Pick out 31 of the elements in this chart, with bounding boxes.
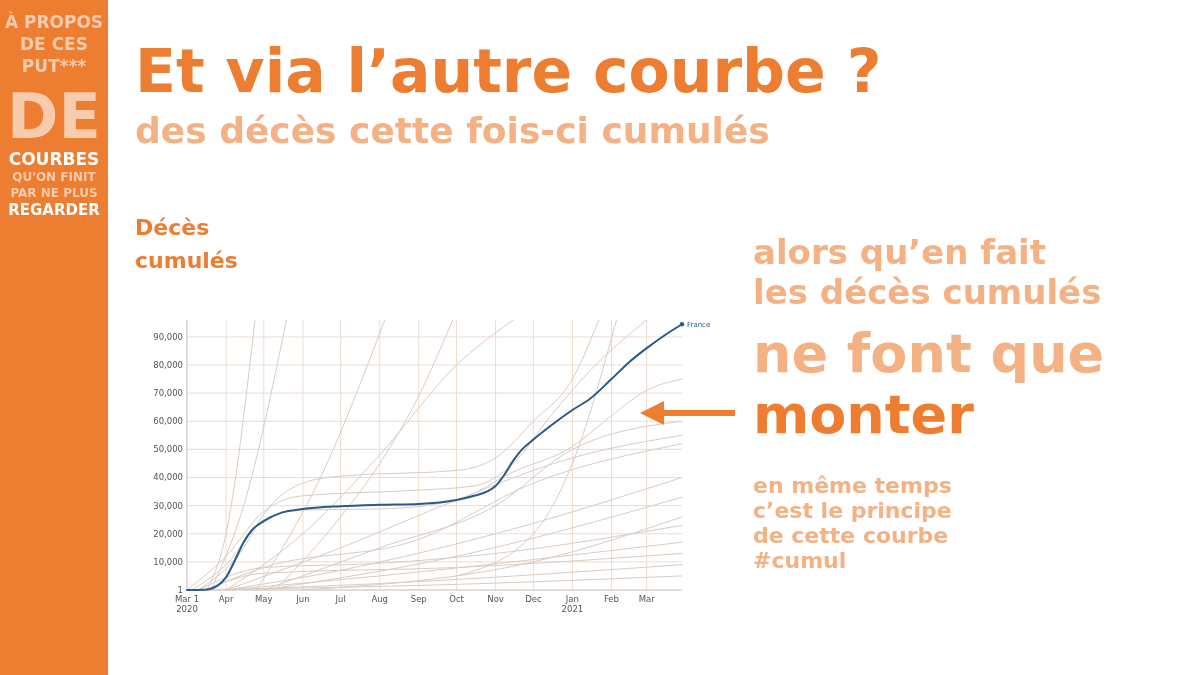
- x-tick-label: Apr: [218, 594, 234, 604]
- text: alors qu’en fait les décès cumulés: [753, 232, 1102, 312]
- y-tick-label: 60,000: [153, 416, 183, 427]
- chart-title: Et via l’autre courbe ?: [135, 36, 882, 106]
- y-axis-title: Décès cumulés: [135, 215, 238, 273]
- y-tick-label: 30,000: [153, 500, 183, 511]
- y-tick-label: 80,000: [153, 359, 183, 370]
- x-tick-label: Jul: [334, 594, 346, 604]
- x-tick-label: Sep: [410, 594, 427, 604]
- x-tick-label: Aug: [371, 594, 389, 604]
- x-tick-label: Mar: [638, 594, 656, 604]
- x-tick-label: May: [255, 594, 273, 604]
- x-tick-label: Jun: [295, 594, 310, 604]
- y-tick-label: 10,000: [153, 556, 183, 567]
- x-tick-label: Oct: [449, 594, 465, 604]
- y-tick-label: 50,000: [153, 444, 183, 455]
- x-tick-label: Nov: [487, 594, 504, 604]
- chart-subtitle: des décès cette fois-ci cumulés: [135, 110, 770, 151]
- text: ne font que: [753, 322, 1105, 385]
- text: monter: [753, 383, 975, 446]
- y-tick-label: 1: [177, 584, 183, 595]
- y-tick-label: 90,000: [153, 331, 183, 342]
- x-tick-label: Jan 2021: [561, 594, 584, 614]
- y-tick-label: 70,000: [153, 388, 183, 399]
- text: en même temps c’est le principe de cette courbe #cumul: [753, 473, 952, 573]
- x-tick-label: Feb: [603, 594, 619, 604]
- x-tick-label: Dec: [525, 594, 542, 604]
- y-tick-label: 20,000: [153, 528, 183, 539]
- text: À PROPOS DE CES PUT*** DE COURBES QU'ON FINIT PAR NE PLUS REGARDER: [4, 11, 104, 219]
- y-tick-label: 40,000: [153, 472, 183, 483]
- x-tick-label: Mar 1 2020: [174, 594, 200, 614]
